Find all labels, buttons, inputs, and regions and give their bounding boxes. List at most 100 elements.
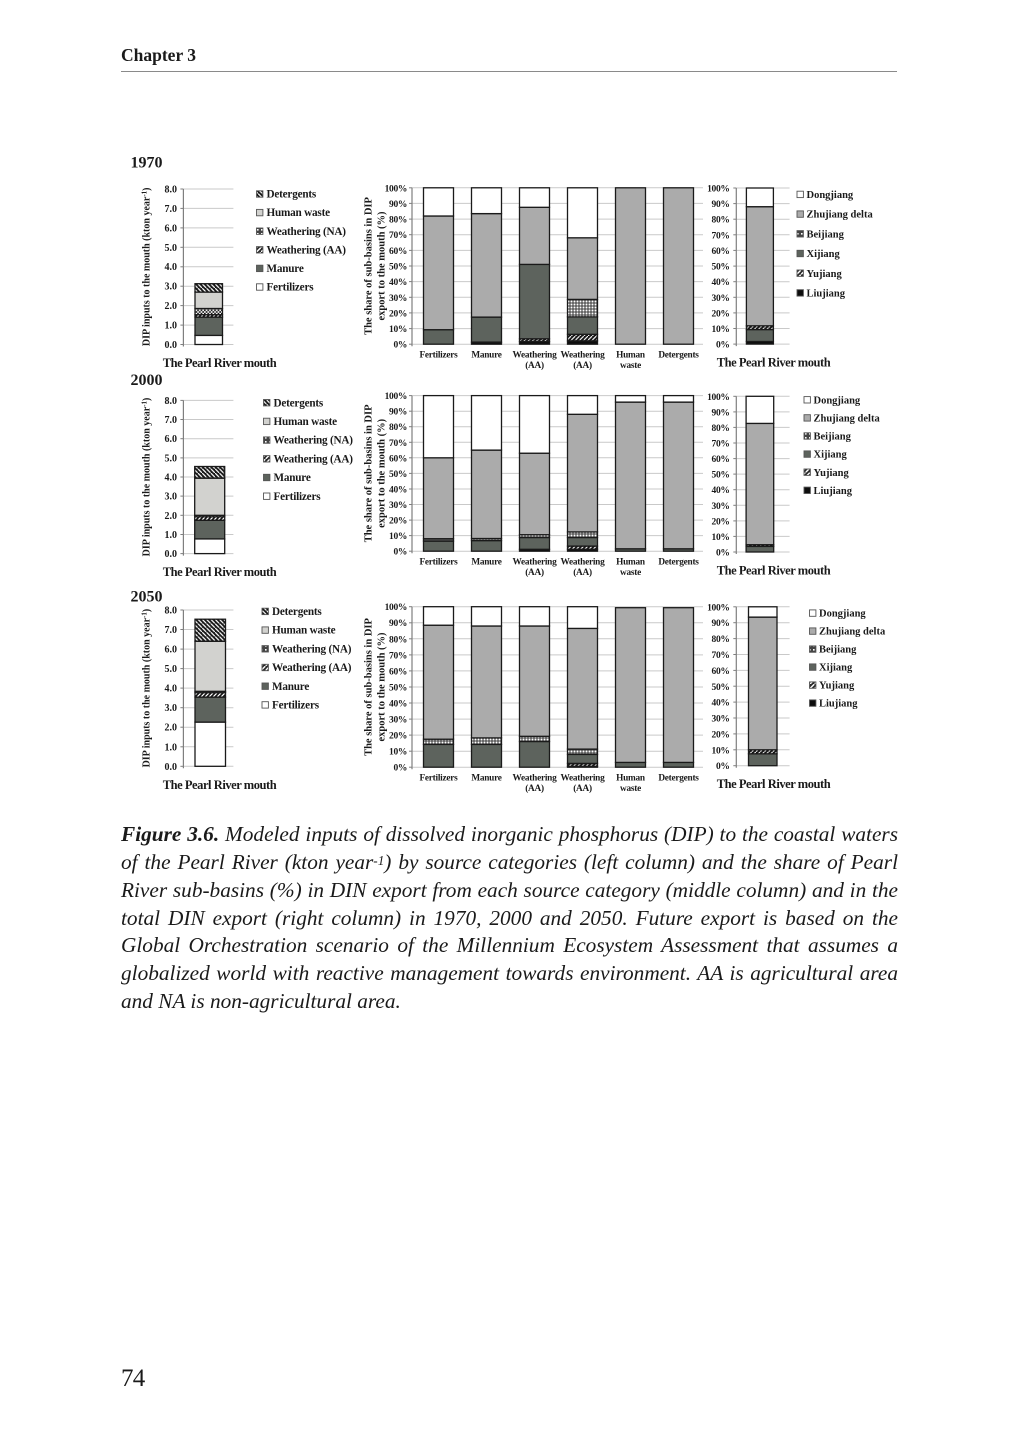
svg-text:Weathering (AA): Weathering (AA) (272, 662, 352, 674)
svg-text:100%: 100% (707, 393, 729, 403)
svg-text:50%: 50% (389, 263, 407, 273)
svg-text:80%: 80% (389, 635, 407, 645)
svg-text:Manure: Manure (274, 472, 311, 484)
svg-text:3.0: 3.0 (165, 703, 178, 714)
svg-text:20%: 20% (389, 309, 407, 319)
svg-text:90%: 90% (389, 200, 407, 210)
svg-text:7.0: 7.0 (165, 625, 178, 636)
svg-text:1.0: 1.0 (165, 530, 178, 541)
svg-text:The Pearl River mouth: The Pearl River mouth (163, 565, 277, 579)
svg-text:60%: 60% (389, 667, 407, 677)
svg-text:0%: 0% (716, 762, 730, 772)
svg-text:70%: 70% (389, 231, 407, 241)
svg-text:60%: 60% (389, 454, 407, 464)
svg-text:The Pearl River mouth: The Pearl River mouth (717, 356, 831, 370)
svg-text:(AA): (AA) (573, 360, 592, 371)
svg-text:Weathering: Weathering (561, 774, 606, 784)
svg-text:Manure: Manure (471, 351, 501, 361)
svg-text:waste: waste (620, 361, 641, 371)
svg-text:Manure: Manure (267, 263, 304, 275)
svg-text:8.0: 8.0 (165, 606, 178, 617)
svg-text:Yujiang: Yujiang (814, 468, 850, 479)
svg-text:Weathering (AA): Weathering (AA) (267, 244, 347, 256)
svg-text:80%: 80% (712, 216, 730, 226)
svg-text:70%: 70% (712, 231, 730, 241)
svg-text:40%: 40% (389, 278, 407, 288)
svg-text:5.0: 5.0 (165, 664, 178, 675)
svg-text:Beijiang: Beijiang (807, 229, 845, 240)
svg-text:Weathering (AA): Weathering (AA) (274, 453, 354, 465)
svg-text:50%: 50% (712, 683, 730, 693)
svg-text:Xijiang: Xijiang (807, 249, 841, 260)
svg-text:Weathering: Weathering (561, 558, 606, 568)
svg-text:70%: 70% (389, 651, 407, 661)
svg-text:0.0: 0.0 (165, 340, 178, 351)
svg-text:40%: 40% (712, 486, 730, 496)
svg-text:80%: 80% (712, 635, 730, 645)
svg-text:80%: 80% (389, 423, 407, 433)
svg-text:The share of sub-basins in DIP: The share of sub-basins in DIP (364, 618, 375, 756)
svg-text:70%: 70% (389, 439, 407, 449)
svg-text:DIP inputs to the mouth (kton: DIP inputs to the mouth (kton year-1) (141, 398, 153, 557)
svg-text:Fertilizers: Fertilizers (419, 558, 458, 568)
svg-text:100%: 100% (385, 603, 407, 613)
svg-text:(AA): (AA) (525, 567, 544, 578)
svg-text:10%: 10% (712, 533, 730, 543)
svg-text:70%: 70% (712, 440, 730, 450)
svg-text:Beijiang: Beijiang (814, 432, 852, 443)
svg-text:30%: 30% (389, 501, 407, 511)
svg-text:Detergents: Detergents (267, 189, 317, 201)
svg-text:Fertilizers: Fertilizers (267, 282, 315, 294)
svg-text:export to the mouth (%): export to the mouth (%) (377, 632, 388, 742)
svg-text:(AA): (AA) (573, 567, 592, 578)
svg-text:Detergents: Detergents (272, 606, 322, 618)
svg-text:Human waste: Human waste (274, 416, 338, 428)
svg-text:The Pearl River mouth: The Pearl River mouth (717, 777, 831, 791)
svg-text:DIP inputs to the mouth (kton: DIP inputs to the mouth (kton year-1) (141, 187, 153, 346)
svg-text:20%: 20% (712, 517, 730, 527)
svg-text:Weathering (NA): Weathering (NA) (272, 643, 352, 655)
svg-text:1970: 1970 (131, 155, 163, 172)
svg-text:0%: 0% (393, 764, 407, 774)
svg-text:20%: 20% (389, 732, 407, 742)
svg-text:Human waste: Human waste (267, 207, 331, 219)
svg-text:3.0: 3.0 (165, 282, 178, 293)
svg-text:Dongjiang: Dongjiang (814, 395, 861, 406)
svg-text:Dongjiang: Dongjiang (807, 190, 854, 201)
svg-text:Weathering (NA): Weathering (NA) (274, 435, 354, 447)
svg-text:10%: 10% (389, 532, 407, 542)
svg-text:30%: 30% (712, 502, 730, 512)
svg-text:6.0: 6.0 (165, 434, 178, 445)
svg-text:Weathering: Weathering (561, 351, 606, 361)
svg-text:Dongjiang: Dongjiang (819, 609, 866, 620)
svg-text:90%: 90% (712, 408, 730, 418)
svg-text:The Pearl River mouth: The Pearl River mouth (163, 356, 277, 370)
svg-text:50%: 50% (389, 684, 407, 694)
svg-text:5.0: 5.0 (165, 243, 178, 254)
svg-text:Manure: Manure (471, 558, 501, 568)
svg-text:30%: 30% (712, 715, 730, 725)
svg-text:0%: 0% (393, 548, 407, 558)
svg-text:0%: 0% (716, 549, 730, 559)
svg-text:Detergents: Detergents (274, 397, 324, 409)
svg-text:Fertilizers: Fertilizers (274, 491, 322, 503)
svg-text:10%: 10% (712, 325, 730, 335)
svg-text:8.0: 8.0 (165, 185, 178, 196)
svg-text:50%: 50% (389, 470, 407, 480)
svg-text:Human: Human (616, 351, 646, 361)
svg-text:(AA): (AA) (573, 783, 592, 794)
svg-text:4.0: 4.0 (165, 473, 178, 484)
svg-text:30%: 30% (389, 294, 407, 304)
svg-text:Liujiang: Liujiang (814, 486, 853, 497)
svg-text:export to the mouth (%): export to the mouth (%) (377, 211, 388, 321)
svg-text:Human waste: Human waste (272, 625, 336, 637)
svg-text:20%: 20% (389, 517, 407, 527)
svg-text:Zhujiang delta: Zhujiang delta (814, 414, 881, 425)
svg-text:6.0: 6.0 (165, 223, 178, 234)
svg-text:20%: 20% (712, 309, 730, 319)
svg-text:waste: waste (620, 568, 641, 578)
svg-text:2.0: 2.0 (165, 511, 178, 522)
svg-text:10%: 10% (389, 748, 407, 758)
svg-text:0%: 0% (393, 341, 407, 351)
svg-text:0.0: 0.0 (165, 549, 178, 560)
